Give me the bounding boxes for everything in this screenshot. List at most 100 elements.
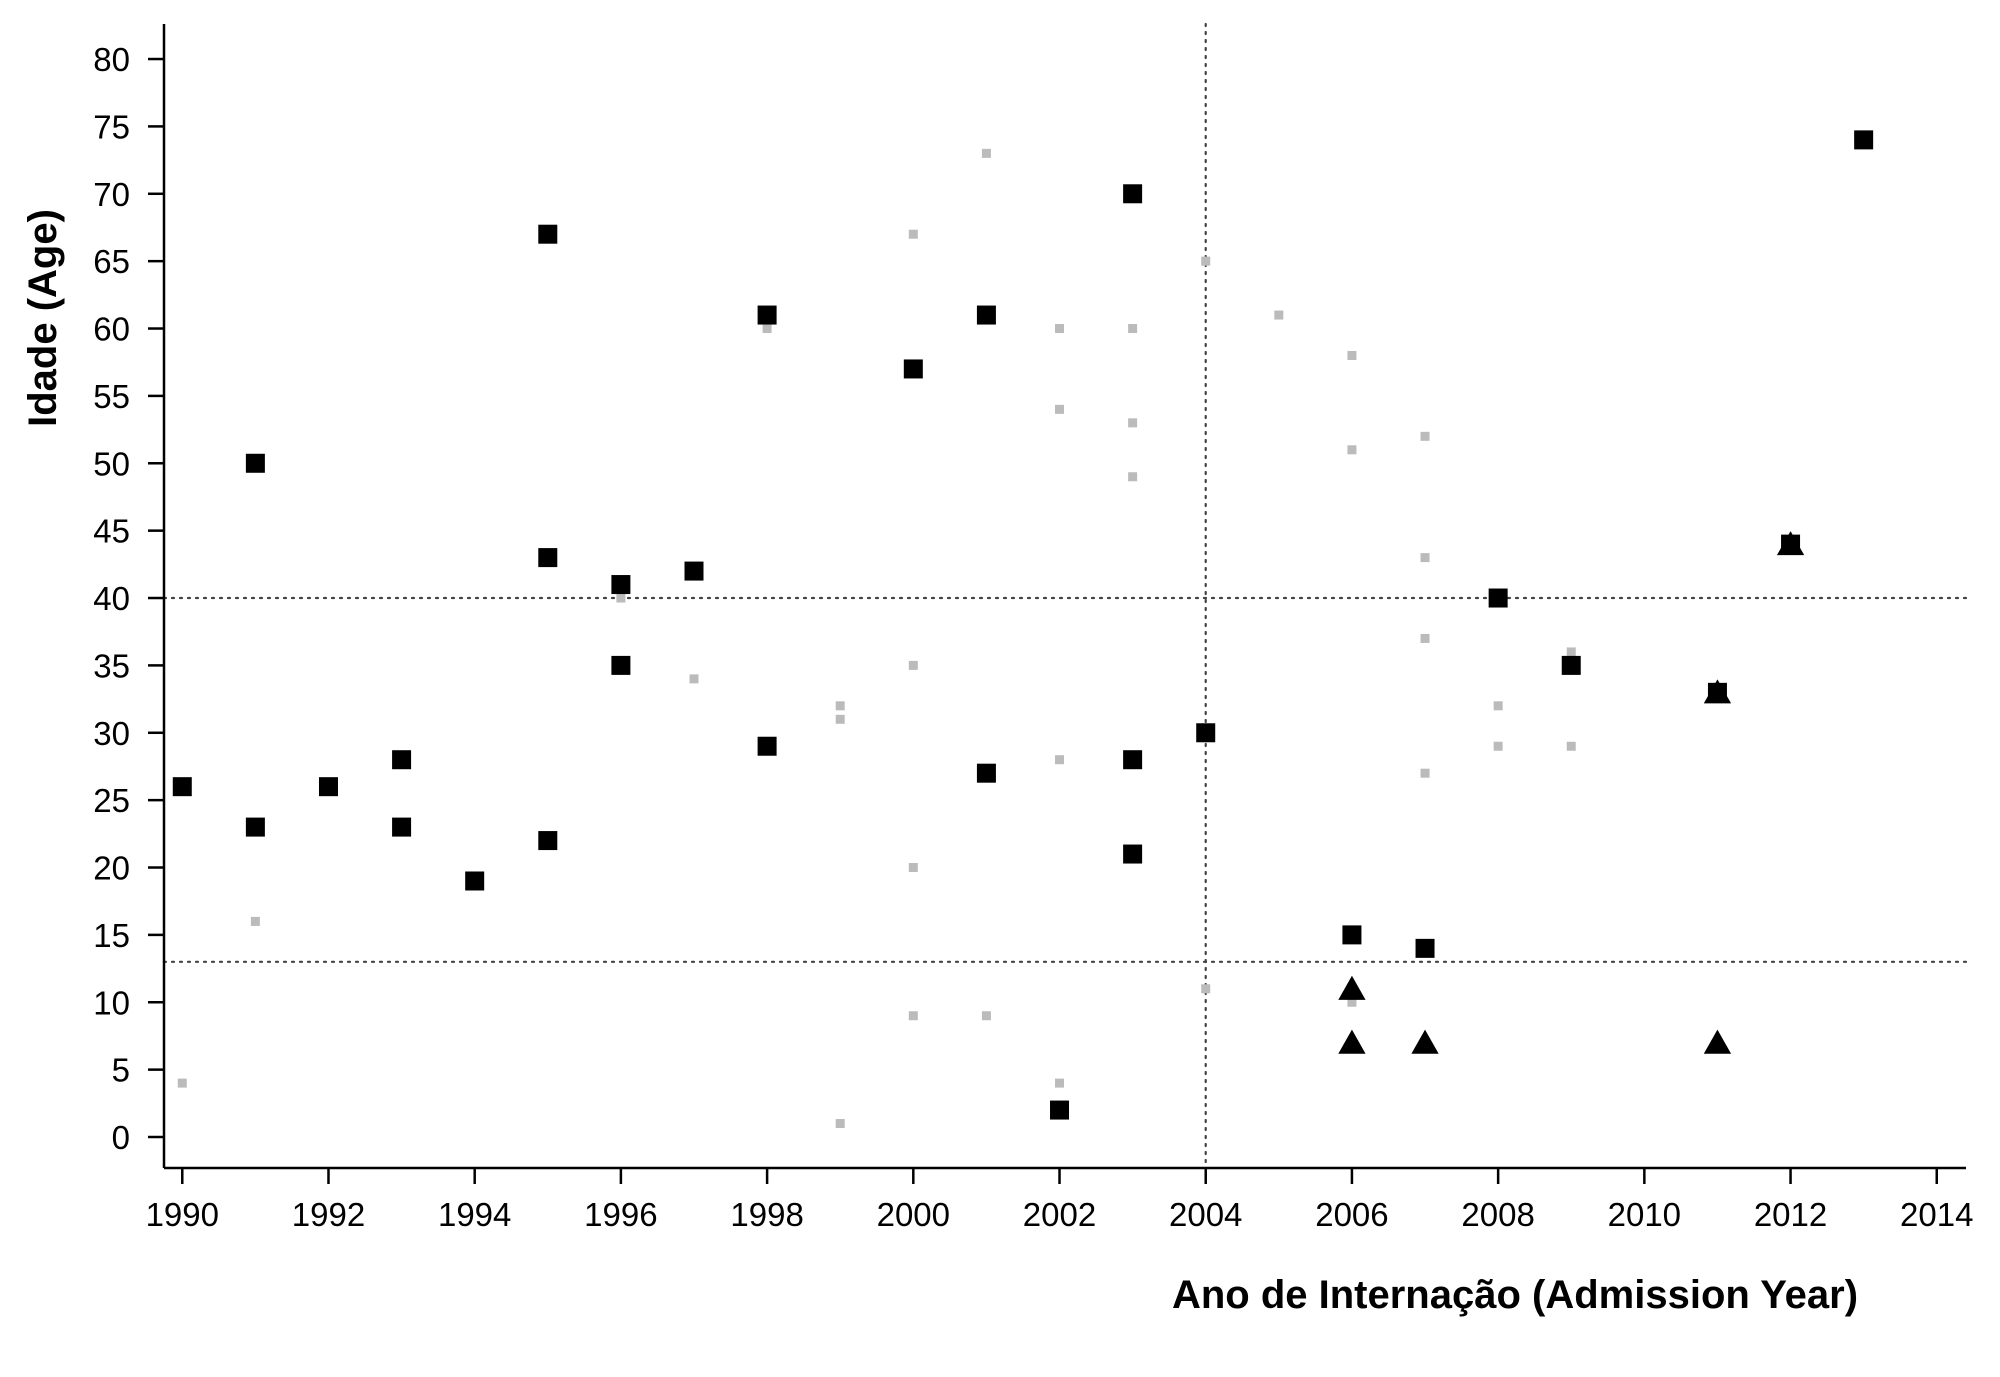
- y-tick-label: 25: [93, 782, 130, 819]
- x-tick-label: 1998: [730, 1196, 803, 1233]
- data-point-square: [1415, 938, 1435, 958]
- y-tick-label: 45: [93, 513, 130, 550]
- data-point-square: [1196, 723, 1216, 743]
- data-point-square: [903, 359, 923, 379]
- x-tick-label: 2004: [1169, 1196, 1242, 1233]
- x-tick-label: 1990: [146, 1196, 219, 1233]
- data-point-small-square: [762, 324, 772, 334]
- data-point-small-square: [1347, 997, 1357, 1007]
- data-point-square: [392, 817, 412, 837]
- data-point-small-square: [1055, 755, 1065, 765]
- data-point-small-square: [908, 863, 918, 873]
- data-point-square: [1488, 588, 1508, 608]
- data-point-small-square: [1420, 768, 1430, 778]
- data-point-small-square: [908, 229, 918, 239]
- data-point-small-square: [1128, 472, 1138, 482]
- x-tick-label: 2012: [1754, 1196, 1827, 1233]
- data-point-square: [245, 817, 265, 837]
- y-tick-label: 35: [93, 647, 130, 684]
- x-tick-label: 2010: [1608, 1196, 1681, 1233]
- reference-lines: [162, 22, 1968, 1170]
- data-point-square: [538, 548, 558, 568]
- data-point-small-square: [1493, 741, 1503, 751]
- data-point-square: [757, 736, 777, 756]
- y-tick-label: 80: [93, 41, 130, 78]
- data-point-square: [1854, 130, 1874, 150]
- data-point-square: [1123, 844, 1143, 864]
- x-tick-label: 2014: [1900, 1196, 1973, 1233]
- data-point-small-square: [1566, 741, 1576, 751]
- data-point-small-square: [1420, 633, 1430, 643]
- axes: [162, 24, 1966, 1170]
- data-point-small-square: [835, 1119, 845, 1129]
- data-point-small-square: [1201, 256, 1211, 266]
- data-point-triangle: [1411, 1029, 1439, 1054]
- x-tick-label: 1994: [438, 1196, 511, 1233]
- data-point-small-square: [616, 593, 626, 603]
- data-point-small-square: [177, 1078, 187, 1088]
- data-point-small-square: [1055, 1078, 1065, 1088]
- data-marks: [172, 130, 1874, 1129]
- x-tick-label: 2000: [877, 1196, 950, 1233]
- data-point-small-square: [835, 714, 845, 724]
- data-point-small-square: [1201, 984, 1211, 994]
- data-point-square: [538, 831, 558, 851]
- y-tick-label: 15: [93, 917, 130, 954]
- data-point-square: [976, 763, 996, 783]
- data-point-triangle: [1703, 1029, 1732, 1054]
- data-point-square: [1561, 655, 1581, 675]
- x-axis-title: Ano de Internação (Admission Year): [1172, 1273, 1858, 1317]
- data-point-small-square: [1347, 445, 1357, 455]
- data-point-triangle: [1338, 975, 1366, 1000]
- data-point-square: [976, 305, 996, 325]
- data-point-small-square: [908, 1011, 918, 1021]
- data-point-square: [611, 575, 631, 595]
- y-tick-label: 55: [93, 378, 130, 415]
- data-point-triangle: [1776, 531, 1805, 556]
- x-tick-label: 2002: [1023, 1196, 1096, 1233]
- data-point-small-square: [689, 674, 699, 684]
- y-tick-label: 70: [93, 176, 130, 213]
- data-point-small-square: [981, 1011, 991, 1021]
- data-point-small-square: [1347, 350, 1357, 360]
- data-point-square: [1342, 925, 1362, 945]
- y-tick-label: 50: [93, 445, 130, 482]
- data-point-square: [172, 777, 192, 797]
- x-tick-label: 2008: [1461, 1196, 1534, 1233]
- data-point-small-square: [1055, 404, 1065, 414]
- data-point-small-square: [908, 660, 918, 670]
- data-point-small-square: [1566, 647, 1576, 657]
- data-point-square: [1123, 750, 1143, 770]
- y-tick-label: 0: [112, 1119, 130, 1156]
- data-point-square: [318, 777, 338, 797]
- y-tick-label: 10: [93, 984, 130, 1021]
- data-point-triangle: [1338, 1029, 1366, 1054]
- data-point-square: [465, 871, 485, 891]
- data-point-small-square: [1128, 324, 1138, 334]
- data-point-small-square: [1493, 701, 1503, 711]
- x-ticks: 1990 1992 1994 1996 1998 2000 2002 2004 2006 2008…: [146, 1168, 1973, 1233]
- y-tick-label: 75: [93, 108, 130, 145]
- x-tick-label: 1996: [584, 1196, 657, 1233]
- y-tick-label: 30: [93, 715, 130, 752]
- data-point-small-square: [250, 916, 260, 926]
- x-tick-label: 1992: [292, 1196, 365, 1233]
- data-point-square: [1050, 1100, 1070, 1120]
- y-tick-label: 60: [93, 311, 130, 348]
- data-point-small-square: [1420, 553, 1430, 563]
- data-point-small-square: [1274, 310, 1284, 320]
- data-point-square: [757, 305, 777, 325]
- data-point-square: [392, 750, 412, 770]
- data-point-small-square: [1128, 418, 1138, 428]
- data-point-square: [245, 453, 265, 473]
- data-point-small-square: [981, 148, 991, 158]
- y-tick-label: 65: [93, 243, 130, 280]
- data-point-square: [611, 655, 631, 675]
- data-point-triangle: [1703, 679, 1732, 704]
- y-axis-title: Idade (Age): [21, 209, 65, 427]
- x-tick-label: 2006: [1315, 1196, 1388, 1233]
- data-point-small-square: [1420, 431, 1430, 441]
- data-point-square: [1123, 184, 1143, 204]
- y-tick-label: 20: [93, 850, 130, 887]
